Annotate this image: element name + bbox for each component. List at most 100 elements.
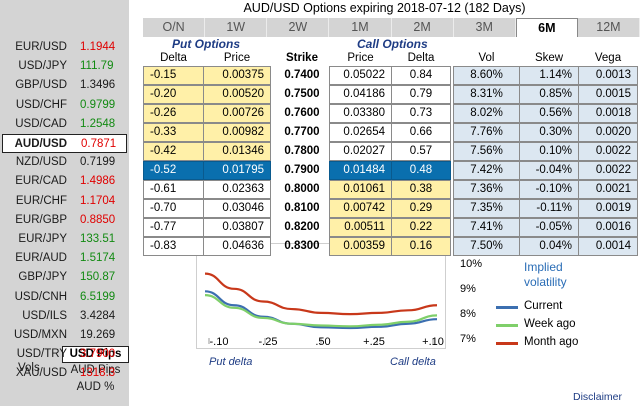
vol-cell[interactable]: 8.31% bbox=[453, 85, 520, 104]
tab-3m[interactable]: 3M bbox=[453, 18, 516, 37]
vega-cell[interactable]: 0.0013 bbox=[578, 66, 638, 85]
put-delta-cell[interactable]: -0.33 bbox=[143, 123, 204, 142]
call-delta-cell[interactable]: 0.84 bbox=[391, 66, 451, 85]
disclaimer-link[interactable]: Disclaimer bbox=[572, 391, 622, 403]
call-delta-cell[interactable]: 0.16 bbox=[391, 237, 451, 256]
tab-12m[interactable]: 12M bbox=[577, 18, 640, 37]
put-delta-cell[interactable]: -0.15 bbox=[143, 66, 204, 85]
vega-cell[interactable]: 0.0022 bbox=[578, 142, 638, 161]
vega-cell[interactable]: 0.0018 bbox=[578, 104, 638, 123]
call-delta-cell[interactable]: 0.48 bbox=[391, 161, 451, 180]
put-price-cell[interactable]: 0.00982 bbox=[203, 123, 271, 142]
put-price-cell[interactable]: 0.02363 bbox=[203, 180, 271, 199]
vega-cell[interactable]: 0.0015 bbox=[578, 85, 638, 104]
vega-cell[interactable]: 0.0022 bbox=[578, 161, 638, 180]
sidebar-item-usd-try[interactable]: USD/TRY 3.7900 bbox=[0, 345, 129, 364]
put-price-cell[interactable]: 0.01346 bbox=[203, 142, 271, 161]
call-delta-cell[interactable]: 0.29 bbox=[391, 199, 451, 218]
put-price-cell[interactable]: 0.03046 bbox=[203, 199, 271, 218]
vol-cell[interactable]: 7.76% bbox=[453, 123, 520, 142]
vol-cell[interactable]: 8.60% bbox=[453, 66, 520, 85]
put-delta-cell[interactable]: -0.70 bbox=[143, 199, 204, 218]
call-price-cell[interactable]: 0.01484 bbox=[329, 161, 392, 180]
call-delta-cell[interactable]: 0.66 bbox=[391, 123, 451, 142]
call-price-cell[interactable]: 0.02027 bbox=[329, 142, 392, 161]
sidebar-item-eur-jpy[interactable]: EUR/JPY 133.51 bbox=[0, 230, 129, 249]
skew-cell[interactable]: -0.11% bbox=[519, 199, 579, 218]
sidebar-item-usd-jpy[interactable]: USD/JPY 111.79 bbox=[0, 57, 129, 76]
units-usd-pips-button[interactable]: USD Pips bbox=[62, 346, 129, 363]
sidebar-item-aud-usd[interactable]: AUD/USD 0.7871 bbox=[2, 134, 127, 153]
call-price-cell[interactable]: 0.00742 bbox=[329, 199, 392, 218]
sidebar-item-xau-usd[interactable]: XAU/USD 1318.3 bbox=[0, 364, 129, 383]
vol-cell[interactable]: 7.56% bbox=[453, 142, 520, 161]
units-aud-percent-option[interactable]: AUD % bbox=[76, 381, 115, 393]
skew-cell[interactable]: -0.05% bbox=[519, 218, 579, 237]
tab-2w[interactable]: 2W bbox=[267, 18, 330, 37]
sidebar-item-eur-aud[interactable]: EUR/AUD 1.5174 bbox=[0, 249, 129, 268]
put-delta-cell[interactable]: -0.52 bbox=[143, 161, 204, 180]
sidebar-item-usd-ils[interactable]: USD/ILS 3.4284 bbox=[0, 307, 129, 326]
call-price-cell[interactable]: 0.05022 bbox=[329, 66, 392, 85]
call-delta-cell[interactable]: 0.57 bbox=[391, 142, 451, 161]
sidebar-item-eur-usd[interactable]: EUR/USD 1.1944 bbox=[0, 38, 129, 57]
vol-cell[interactable]: 8.02% bbox=[453, 104, 520, 123]
vol-cell[interactable]: 7.36% bbox=[453, 180, 520, 199]
sidebar-item-nzd-usd[interactable]: NZD/USD 0.7199 bbox=[0, 153, 129, 172]
vol-cell[interactable]: 7.35% bbox=[453, 199, 520, 218]
put-price-cell[interactable]: 0.00726 bbox=[203, 104, 271, 123]
call-price-cell[interactable]: 0.01061 bbox=[329, 180, 392, 199]
sidebar-item-eur-chf[interactable]: EUR/CHF 1.1704 bbox=[0, 192, 129, 211]
put-price-cell[interactable]: 0.01795 bbox=[203, 161, 271, 180]
sidebar-item-gbp-usd[interactable]: GBP/USD 1.3496 bbox=[0, 76, 129, 95]
call-price-cell[interactable]: 0.03380 bbox=[329, 104, 392, 123]
skew-cell[interactable]: -0.10% bbox=[519, 180, 579, 199]
skew-cell[interactable]: 0.04% bbox=[519, 237, 579, 256]
put-price-cell[interactable]: 0.04636 bbox=[203, 237, 271, 256]
call-delta-cell[interactable]: 0.22 bbox=[391, 218, 451, 237]
sidebar-item-eur-gbp[interactable]: EUR/GBP 0.8850 bbox=[0, 211, 129, 230]
put-price-cell[interactable]: 0.00375 bbox=[203, 66, 271, 85]
put-price-cell[interactable]: 0.00520 bbox=[203, 85, 271, 104]
put-delta-cell[interactable]: -0.20 bbox=[143, 85, 204, 104]
put-delta-cell[interactable]: -0.77 bbox=[143, 218, 204, 237]
put-delta-cell[interactable]: -0.83 bbox=[143, 237, 204, 256]
sidebar-item-usd-chf[interactable]: USD/CHF 0.9799 bbox=[0, 96, 129, 115]
units-aud-pips-option[interactable]: AUD Pips bbox=[70, 364, 121, 376]
vega-cell[interactable]: 0.0021 bbox=[578, 180, 638, 199]
vega-cell[interactable]: 0.0014 bbox=[578, 237, 638, 256]
call-delta-cell[interactable]: 0.79 bbox=[391, 85, 451, 104]
vol-cell[interactable]: 7.50% bbox=[453, 237, 520, 256]
vega-cell[interactable]: 0.0016 bbox=[578, 218, 638, 237]
tab-on[interactable]: O/N bbox=[143, 18, 206, 37]
call-price-cell[interactable]: 0.00359 bbox=[329, 237, 392, 256]
vega-cell[interactable]: 0.0020 bbox=[578, 123, 638, 142]
vega-cell[interactable]: 0.0019 bbox=[578, 199, 638, 218]
sidebar-item-eur-cad[interactable]: EUR/CAD 1.4986 bbox=[0, 172, 129, 191]
skew-cell[interactable]: 0.56% bbox=[519, 104, 579, 123]
call-price-cell[interactable]: 0.00511 bbox=[329, 218, 392, 237]
call-delta-cell[interactable]: 0.38 bbox=[391, 180, 451, 199]
sidebar-item-usd-cnh[interactable]: USD/CNH 6.5199 bbox=[0, 288, 129, 307]
vol-cell[interactable]: 7.42% bbox=[453, 161, 520, 180]
skew-cell[interactable]: 0.10% bbox=[519, 142, 579, 161]
skew-cell[interactable]: 1.14% bbox=[519, 66, 579, 85]
put-delta-cell[interactable]: -0.26 bbox=[143, 104, 204, 123]
skew-cell[interactable]: -0.04% bbox=[519, 161, 579, 180]
put-delta-cell[interactable]: -0.61 bbox=[143, 180, 204, 199]
call-delta-cell[interactable]: 0.73 bbox=[391, 104, 451, 123]
tab-2m[interactable]: 2M bbox=[391, 18, 454, 37]
put-price-cell[interactable]: 0.03807 bbox=[203, 218, 271, 237]
tab-1m[interactable]: 1M bbox=[329, 18, 392, 37]
put-delta-cell[interactable]: -0.42 bbox=[143, 142, 204, 161]
sidebar-item-usd-mxn[interactable]: USD/MXN 19.269 bbox=[0, 326, 129, 345]
call-price-cell[interactable]: 0.02654 bbox=[329, 123, 392, 142]
tab-1w[interactable]: 1W bbox=[205, 18, 268, 37]
skew-cell[interactable]: 0.30% bbox=[519, 123, 579, 142]
sidebar-item-gbp-jpy[interactable]: GBP/JPY 150.87 bbox=[0, 268, 129, 287]
tab-6m[interactable]: 6M bbox=[515, 18, 578, 37]
vol-cell[interactable]: 7.41% bbox=[453, 218, 520, 237]
call-price-cell[interactable]: 0.04186 bbox=[329, 85, 392, 104]
sidebar-item-usd-cad[interactable]: USD/CAD 1.2548 bbox=[0, 115, 129, 134]
skew-cell[interactable]: 0.85% bbox=[519, 85, 579, 104]
